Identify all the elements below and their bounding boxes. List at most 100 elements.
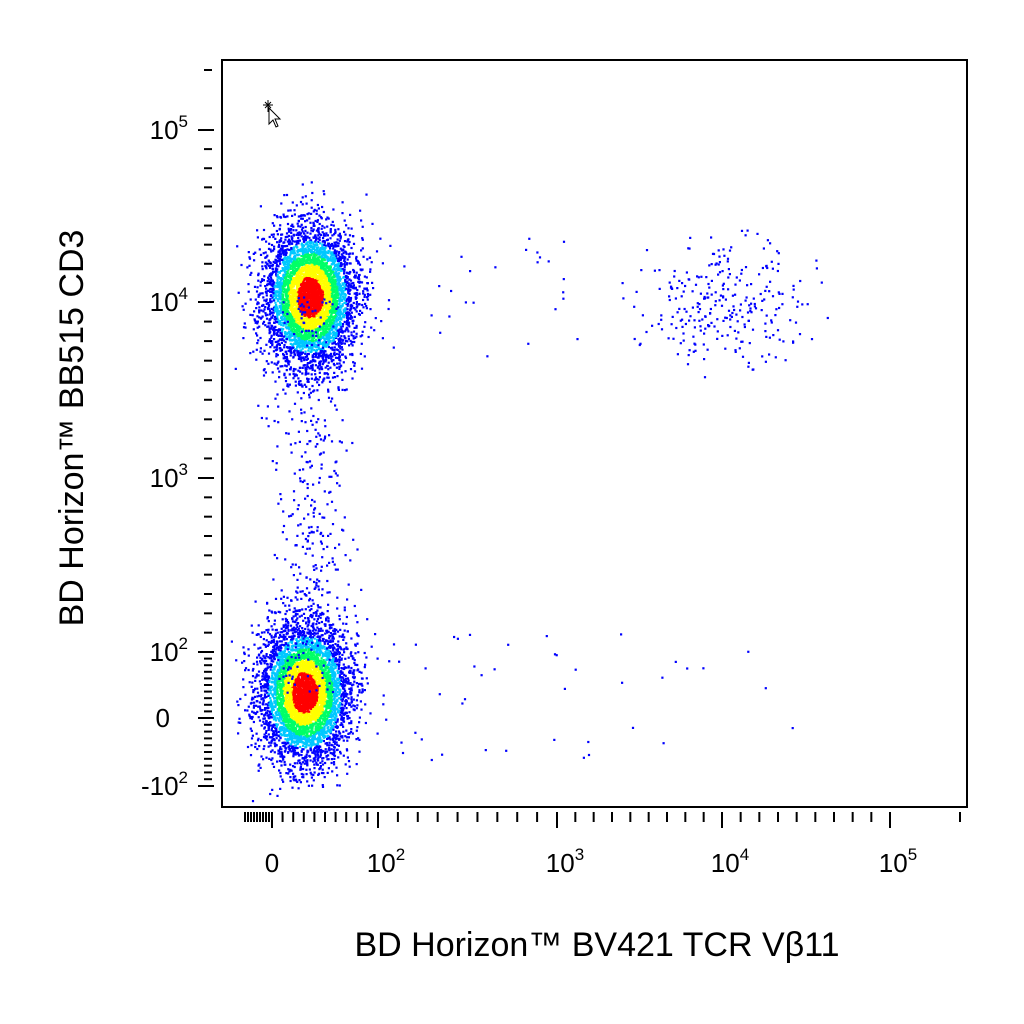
- data-point: [312, 247, 315, 250]
- data-point: [310, 252, 313, 255]
- data-point: [247, 283, 250, 286]
- data-point: [323, 338, 326, 341]
- data-point: [319, 294, 322, 297]
- data-point: [278, 257, 282, 261]
- data-point: [298, 335, 301, 338]
- data-point: [326, 290, 329, 293]
- data-point: [289, 342, 292, 345]
- data-point: [288, 328, 291, 331]
- data-point: [291, 333, 294, 336]
- data-point: [304, 352, 307, 355]
- data-point: [331, 346, 334, 349]
- data-point: [306, 362, 309, 365]
- data-point: [314, 273, 317, 276]
- data-point: [322, 352, 326, 355]
- data-point: [318, 236, 321, 239]
- data-point: [334, 326, 337, 329]
- data-point: [310, 253, 313, 256]
- data-point: [292, 370, 295, 373]
- data-point: [287, 279, 290, 282]
- data-point: [355, 335, 358, 338]
- data-point: [300, 408, 303, 411]
- data-point: [339, 295, 342, 298]
- data-point: [300, 333, 303, 336]
- data-point: [293, 271, 296, 274]
- data-point: [348, 325, 351, 328]
- data-point: [265, 267, 268, 270]
- data-point: [283, 288, 286, 291]
- data-point: [261, 268, 264, 271]
- data-point: [316, 203, 319, 207]
- data-point: [314, 240, 317, 243]
- data-point: [322, 308, 325, 311]
- data-point: [345, 280, 348, 283]
- data-point: [339, 347, 342, 350]
- data-point: [257, 279, 260, 282]
- data-point: [352, 361, 355, 364]
- data-point: [361, 237, 364, 240]
- data-point: [327, 273, 331, 276]
- data-point: [306, 327, 309, 331]
- data-point: [335, 326, 338, 329]
- data-point: [344, 285, 347, 288]
- data-point: [345, 284, 348, 287]
- data-point: [299, 270, 302, 273]
- data-point: [279, 338, 282, 341]
- data-point: [310, 229, 313, 232]
- data-point: [340, 318, 343, 321]
- data-point: [283, 256, 286, 259]
- data-point: [328, 380, 332, 383]
- data-point: [355, 310, 358, 313]
- data-point: [328, 250, 331, 253]
- data-point: [318, 232, 321, 236]
- data-point: [321, 297, 324, 300]
- data-point: [307, 301, 310, 304]
- data-point: [304, 326, 307, 329]
- data-point: [343, 314, 346, 317]
- data-point: [314, 219, 317, 223]
- data-point: [306, 363, 309, 366]
- data-point: [317, 268, 320, 272]
- data-point: [295, 265, 298, 268]
- data-point: [296, 261, 299, 265]
- data-point: [300, 223, 303, 226]
- data-point: [331, 342, 334, 345]
- data-point: [333, 322, 336, 325]
- data-point: [262, 322, 265, 325]
- data-point: [312, 274, 315, 278]
- data-point: [324, 234, 327, 237]
- data-point: [304, 243, 307, 246]
- data-point: [328, 275, 331, 278]
- data-point: [302, 391, 305, 395]
- data-point: [340, 298, 343, 301]
- data-point: [297, 350, 300, 353]
- data-point: [285, 356, 288, 359]
- data-point: [280, 341, 283, 344]
- data-point: [309, 297, 312, 300]
- data-point: [333, 302, 336, 305]
- data-point: [275, 363, 278, 366]
- data-point: [317, 276, 320, 279]
- data-point: [343, 257, 346, 261]
- data-point: [249, 273, 252, 276]
- data-point: [281, 233, 284, 236]
- data-point: [336, 362, 339, 365]
- data-point: [306, 231, 309, 234]
- data-point: [334, 256, 337, 259]
- data-point: [326, 336, 329, 339]
- data-point: [304, 322, 307, 325]
- data-point: [273, 245, 276, 248]
- data-point: [282, 251, 285, 254]
- data-point: [267, 264, 270, 267]
- data-point: [344, 294, 347, 297]
- data-point: [276, 241, 279, 244]
- data-point: [286, 255, 289, 258]
- data-point: [276, 280, 279, 283]
- data-point: [344, 256, 347, 259]
- data-point: [308, 287, 312, 290]
- data-point: [290, 231, 293, 234]
- data-point: [344, 278, 347, 282]
- data-point: [298, 332, 301, 335]
- data-point: [355, 302, 358, 306]
- data-point: [275, 264, 278, 267]
